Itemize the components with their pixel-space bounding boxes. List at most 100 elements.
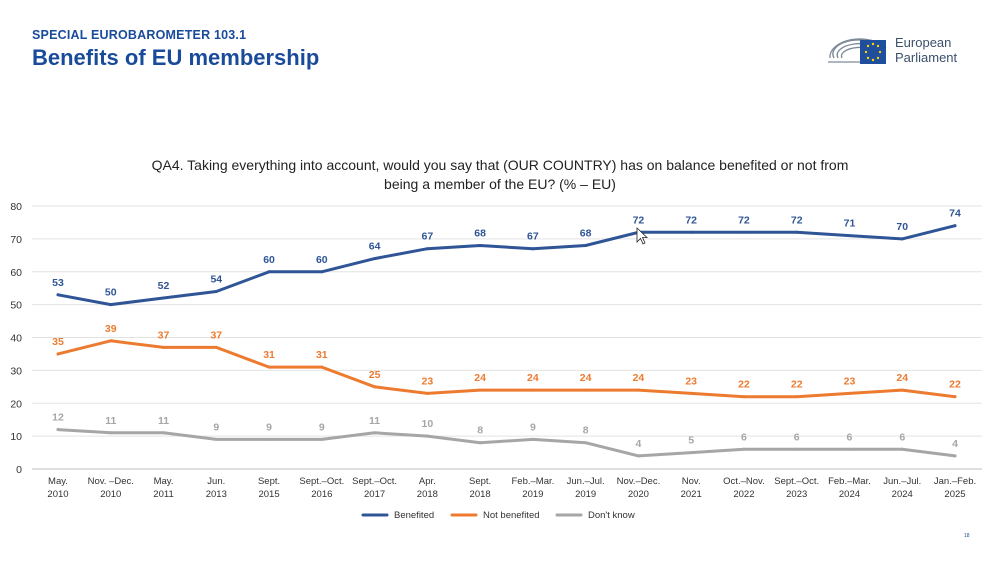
data-point-not_benefited bbox=[742, 395, 746, 399]
data-point-benefited bbox=[531, 247, 535, 251]
data-label-dont_know: 9 bbox=[213, 421, 219, 433]
legend-label-dont_know: Don't know bbox=[588, 510, 635, 521]
x-tick-label-year: 2019 bbox=[575, 489, 596, 500]
data-point-not_benefited bbox=[214, 345, 218, 349]
data-label-not_benefited: 23 bbox=[422, 375, 434, 387]
x-tick-label: Sept.–Oct. bbox=[774, 476, 819, 487]
data-point-benefited bbox=[56, 293, 60, 297]
data-point-not_benefited bbox=[689, 391, 693, 395]
data-label-dont_know: 11 bbox=[105, 415, 116, 427]
data-point-not_benefited bbox=[795, 395, 799, 399]
mouse-cursor-icon bbox=[636, 227, 649, 245]
x-tick-label: Nov.–Dec. bbox=[617, 476, 661, 487]
data-label-benefited: 72 bbox=[633, 214, 645, 226]
data-label-benefited: 50 bbox=[105, 287, 117, 299]
data-point-not_benefited bbox=[320, 365, 324, 369]
data-label-dont_know: 9 bbox=[319, 421, 325, 433]
data-label-not_benefited: 25 bbox=[369, 369, 381, 381]
logo-wordmark: European Parliament bbox=[895, 35, 957, 65]
x-tick-label-year: 2023 bbox=[786, 489, 807, 500]
data-label-benefited: 68 bbox=[580, 227, 592, 239]
data-label-not_benefited: 22 bbox=[791, 379, 803, 391]
data-point-not_benefited bbox=[56, 352, 60, 356]
data-label-not_benefited: 22 bbox=[949, 379, 961, 391]
data-point-dont_know bbox=[847, 447, 851, 451]
page-title: Benefits of EU membership bbox=[32, 45, 320, 70]
legend-label-benefited: Benefited bbox=[394, 510, 434, 521]
data-point-dont_know bbox=[689, 451, 693, 455]
data-point-benefited bbox=[900, 237, 904, 241]
x-tick-label-year: 2018 bbox=[417, 489, 438, 500]
data-point-not_benefited bbox=[425, 391, 429, 395]
data-label-not_benefited: 39 bbox=[105, 323, 117, 335]
data-point-dont_know bbox=[373, 431, 377, 435]
data-label-benefited: 67 bbox=[422, 231, 434, 243]
data-label-benefited: 53 bbox=[52, 277, 64, 289]
data-label-not_benefited: 24 bbox=[474, 372, 486, 384]
data-point-not_benefited bbox=[478, 388, 482, 392]
x-tick-label: Feb.–Mar. bbox=[828, 476, 871, 487]
x-tick-label-year: 2021 bbox=[681, 489, 702, 500]
data-point-not_benefited bbox=[900, 388, 904, 392]
series-line-benefited bbox=[56, 224, 957, 307]
x-tick-label: Jan.–Feb. bbox=[934, 476, 976, 487]
data-point-dont_know bbox=[267, 437, 271, 441]
data-point-dont_know bbox=[795, 447, 799, 451]
data-point-benefited bbox=[742, 230, 746, 234]
data-point-not_benefited bbox=[109, 339, 113, 343]
data-point-benefited bbox=[109, 303, 113, 307]
data-label-benefited: 68 bbox=[474, 227, 486, 239]
data-point-benefited bbox=[373, 257, 377, 261]
data-point-benefited bbox=[478, 243, 482, 247]
chart-question: QA4. Taking everything into account, wou… bbox=[110, 156, 890, 194]
y-tick-label: 10 bbox=[10, 431, 22, 443]
y-tick-label: 80 bbox=[10, 201, 22, 213]
data-label-benefited: 72 bbox=[685, 214, 697, 226]
data-label-not_benefited: 35 bbox=[52, 336, 64, 348]
data-label-dont_know: 4 bbox=[635, 438, 641, 450]
data-label-dont_know: 11 bbox=[158, 415, 169, 427]
data-point-benefited bbox=[689, 230, 693, 234]
data-label-dont_know: 8 bbox=[477, 425, 483, 437]
y-tick-label: 70 bbox=[10, 234, 22, 246]
data-label-benefited: 74 bbox=[949, 208, 961, 220]
data-label-benefited: 70 bbox=[896, 221, 908, 233]
x-tick-label: Jun.–Jul. bbox=[883, 476, 921, 487]
x-tick-label: Oct.–Nov. bbox=[723, 476, 765, 487]
y-tick-label: 0 bbox=[16, 464, 22, 476]
x-tick-label: Feb.–Mar. bbox=[511, 476, 554, 487]
page-number: 18 bbox=[964, 533, 970, 539]
data-label-benefited: 64 bbox=[369, 241, 381, 253]
european-parliament-logo bbox=[828, 38, 887, 64]
data-label-dont_know: 9 bbox=[266, 421, 272, 433]
data-label-not_benefited: 23 bbox=[685, 375, 697, 387]
data-label-not_benefited: 24 bbox=[633, 372, 645, 384]
legend-label-not_benefited: Not benefited bbox=[483, 510, 540, 521]
y-tick-label: 30 bbox=[10, 365, 22, 377]
logo-line-1: European bbox=[895, 35, 952, 50]
data-label-dont_know: 6 bbox=[899, 431, 905, 443]
y-tick-label: 40 bbox=[10, 333, 22, 345]
x-tick-label-year: 2018 bbox=[470, 489, 491, 500]
data-point-dont_know bbox=[953, 454, 957, 458]
data-label-not_benefited: 31 bbox=[263, 349, 275, 361]
x-tick-label-year: 2016 bbox=[311, 489, 332, 500]
x-tick-label-year: 2010 bbox=[100, 489, 121, 500]
data-point-benefited bbox=[847, 234, 851, 238]
data-label-benefited: 67 bbox=[527, 231, 539, 243]
data-point-not_benefited bbox=[267, 365, 271, 369]
x-tick-label: Sept. bbox=[469, 476, 491, 487]
data-label-not_benefited: 24 bbox=[580, 372, 592, 384]
data-point-dont_know bbox=[109, 431, 113, 435]
data-point-dont_know bbox=[900, 447, 904, 451]
series-line-dont_know bbox=[56, 428, 957, 458]
y-tick-label: 20 bbox=[10, 398, 22, 410]
data-label-benefited: 71 bbox=[844, 218, 856, 230]
x-tick-label-year: 2025 bbox=[944, 489, 965, 500]
data-label-not_benefited: 22 bbox=[738, 379, 750, 391]
data-label-benefited: 72 bbox=[738, 214, 750, 226]
data-point-not_benefited bbox=[584, 388, 588, 392]
data-point-dont_know bbox=[531, 437, 535, 441]
logo-line-2: Parliament bbox=[895, 50, 958, 65]
data-label-dont_know: 8 bbox=[583, 425, 589, 437]
